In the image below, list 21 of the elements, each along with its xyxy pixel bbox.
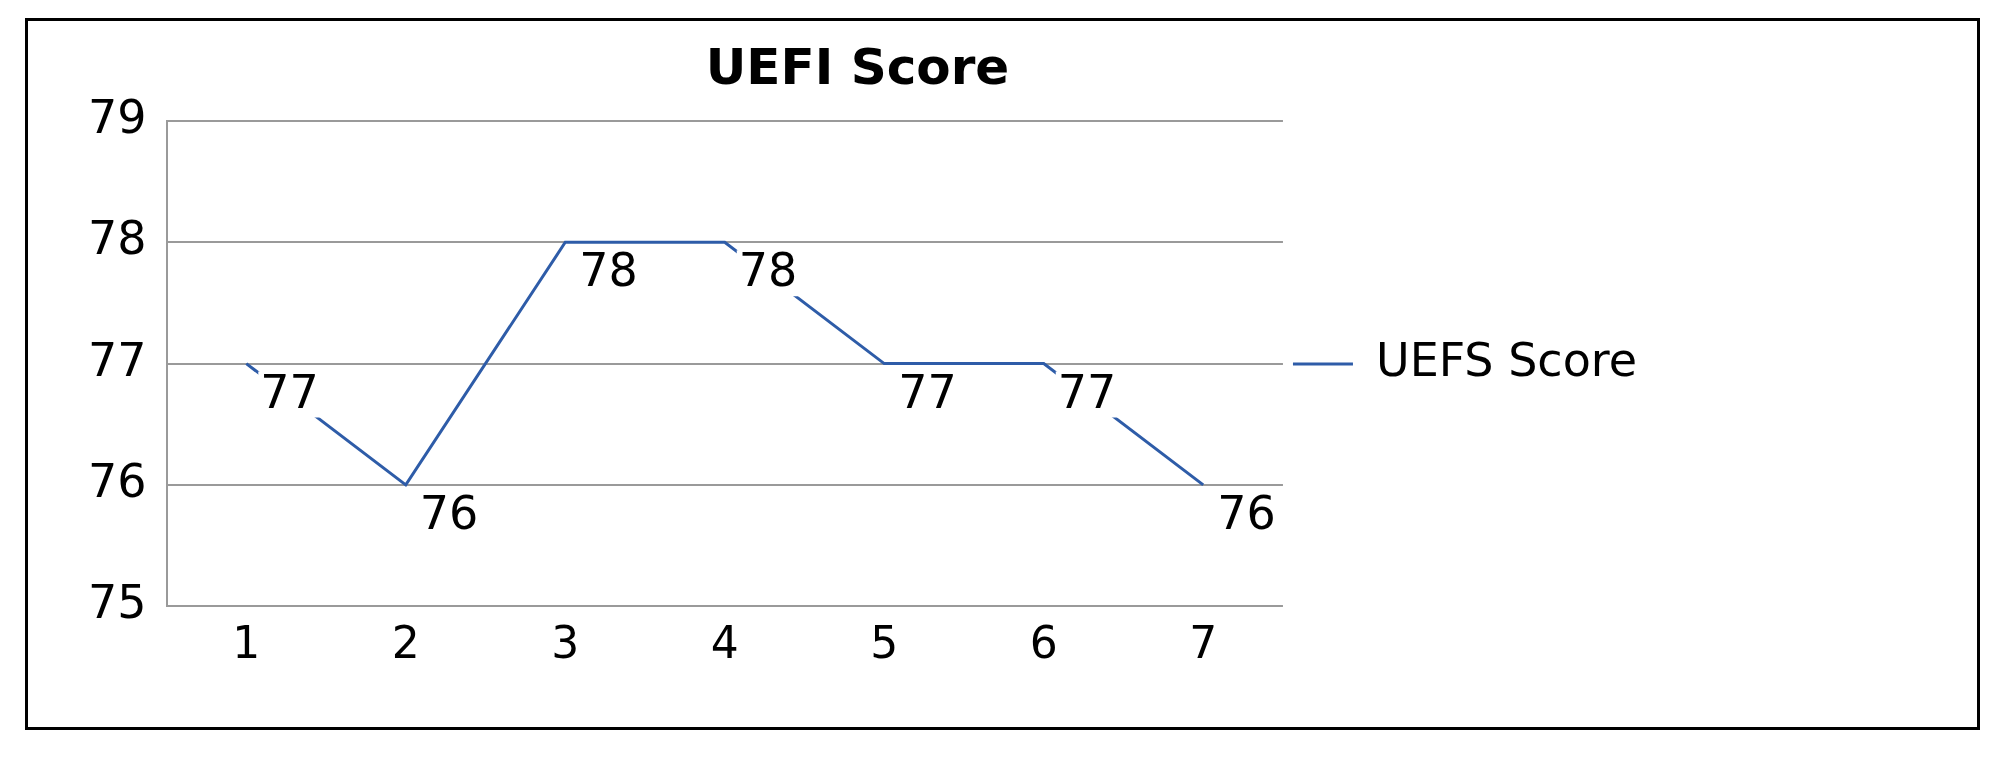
x-tick-label: 5 [870,617,899,669]
legend-label: UEFS Score [1375,332,1638,387]
x-tick-label: 1 [232,617,261,669]
x-tick-label: 6 [1029,617,1058,669]
data-label: 78 [579,243,638,298]
x-tick-label: 4 [710,617,739,669]
y-tick-label: 76 [87,453,147,508]
y-tick-label: 77 [87,332,147,387]
x-tick-label: 3 [551,617,580,669]
y-tick-label: 79 [87,89,147,144]
x-tick-label: 7 [1189,617,1218,669]
data-label: 77 [1057,364,1117,419]
y-tick-label: 75 [87,575,147,630]
data-label: 76 [1217,485,1276,540]
chart-title: UEFI Score [705,37,1010,96]
data-label: 78 [738,243,798,298]
x-tick-label: 2 [391,617,420,669]
data-label: 77 [898,364,957,419]
data-label: 76 [419,485,479,540]
y-tick-label: 78 [87,211,147,266]
data-label: 77 [260,364,319,419]
